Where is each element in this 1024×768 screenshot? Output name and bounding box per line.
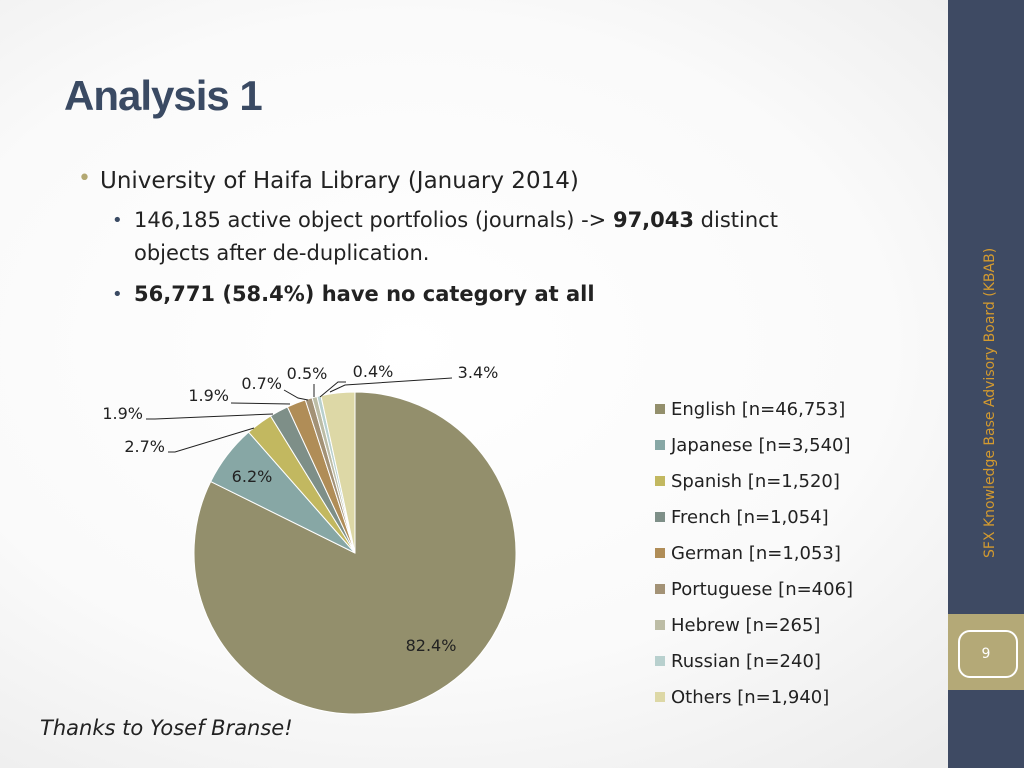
leader-line-5 [230,402,291,405]
bullet-text-portfolios-post: distinct [694,208,778,232]
legend-swatch-2 [655,440,665,450]
data-label-2: 6.2% [232,467,273,486]
data-label-8: 0.4% [353,362,394,381]
bullet-level1: • University of Haifa Library (January 2… [78,166,898,194]
data-label-7: 0.5% [287,364,328,383]
bullet-level2-portfolios: • 146,185 active object portfolios (jour… [78,204,898,270]
thanks-note: Thanks to Yosef Branse! [40,716,293,740]
data-label-9: 3.4% [458,363,499,382]
legend-label-4: French [n=1,054] [671,507,829,528]
legend-label-5: German [n=1,053] [671,543,841,564]
data-label-1: 82.4% [406,636,457,655]
legend-label-2: Japanese [n=3,540] [670,435,851,456]
bullet-text-distinct-count: 97,043 [612,208,694,232]
leader-line-8 [319,381,346,398]
sidebar-title: SFX Knowledge Base Advisory Board (KBAB) [982,247,998,558]
leader-line-3 [168,427,255,453]
legend-swatch-1 [655,404,665,414]
legend-swatch-3 [655,476,665,486]
bullet-text-no-category: 56,771 (58.4%) have no category at all [134,282,595,306]
leader-line-4 [146,413,274,420]
bullet-dot-icon: • [112,284,123,305]
page-number-box: 9 [948,614,1024,690]
bullet-list: • University of Haifa Library (January 2… [78,166,898,311]
legend-swatch-7 [655,620,665,630]
legend-label-1: English [n=46,753] [671,399,845,420]
bullet-dot-icon: • [112,210,123,231]
legend-label-6: Portuguese [n=406] [671,579,853,600]
legend-swatch-4 [655,512,665,522]
slide-title: Analysis 1 [64,72,263,119]
legend-swatch-9 [655,692,665,702]
data-label-6: 0.7% [241,374,282,393]
pie-chart: 82.4% 6.2% 2.7% 1.9% 1.9% 0.7% 0.5% 0.4% 3.4% Eng… [102,362,853,715]
page-number-frame [958,630,1018,678]
legend-label-3: Spanish [n=1,520] [671,471,840,492]
data-label-4: 1.9% [102,404,143,423]
leader-line-6 [283,389,309,401]
page-number: 9 [981,646,991,662]
data-label-3: 2.7% [124,437,165,456]
bullet-level2-nocategory: • 56,771 (58.4%) have no category at all [78,278,898,311]
bullet-text-portfolios-pre: 146,185 active object portfolios (journa… [134,208,613,232]
legend-label-9: Others [n=1,940] [671,687,829,708]
legend-label-8: Russian [n=240] [671,651,821,672]
legend-swatch-8 [655,656,665,666]
data-label-5: 1.9% [188,386,229,405]
bullet-dot-icon: • [78,166,91,191]
bullet-text-portfolios-line2: objects after de-duplication. [134,241,430,265]
legend-label-7: Hebrew [n=265] [671,615,820,636]
legend-swatch-5 [655,548,665,558]
leader-line-9 [329,377,453,393]
legend-swatch-6 [655,584,665,594]
bullet-text-library: University of Haifa Library (January 201… [100,168,579,194]
